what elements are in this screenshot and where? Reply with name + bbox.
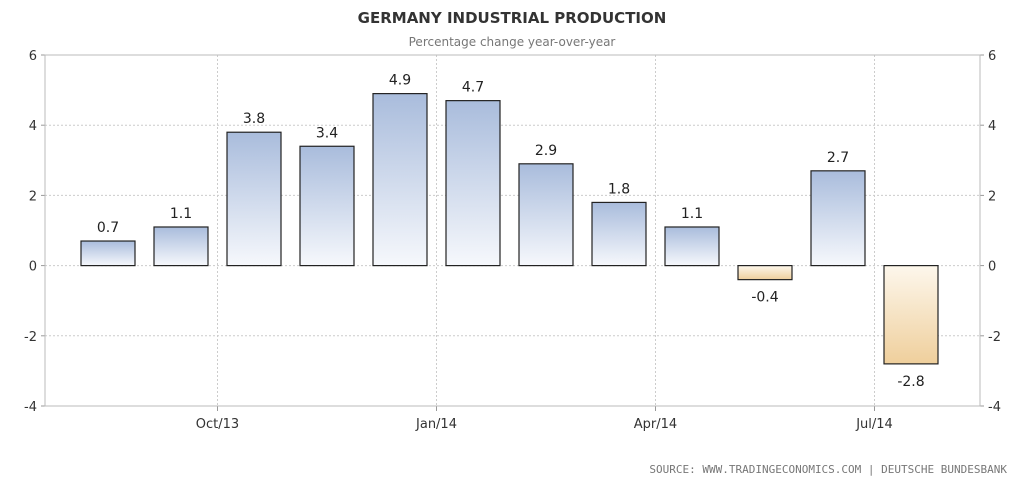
bar-jul-14 [810, 170, 866, 267]
y-tick-label-left: 0 [29, 260, 37, 275]
x-axis: Oct/13 Jan/14 Apr/14 Jul/14 [196, 406, 893, 432]
y-tick-label-left: -4 [24, 400, 37, 415]
y-axis-left: 6 4 2 0 -2 -4 [24, 49, 45, 415]
y-tick-label-left: 2 [29, 189, 37, 204]
bars [80, 93, 939, 365]
data-label: 3.4 [316, 125, 338, 141]
data-label: -2.8 [897, 374, 924, 390]
bar-feb-14 [445, 100, 501, 267]
bar-mar-14 [518, 163, 574, 267]
data-label: 2.9 [535, 143, 557, 159]
x-tick-label: Oct/13 [196, 417, 239, 432]
x-tick-label: Jul/14 [855, 417, 893, 432]
x-tick-label: Jan/14 [415, 417, 457, 432]
data-label: -0.4 [751, 290, 778, 306]
plot-frame [44, 54, 981, 407]
y-tick-label-right: 0 [988, 260, 996, 275]
y-tick-label-left: 4 [29, 119, 37, 134]
y-tick-label-left: -2 [24, 330, 37, 345]
bar-apr-14 [591, 201, 647, 267]
gridlines [45, 54, 980, 407]
bar-jun-14 [737, 265, 793, 281]
bar-jan-14 [372, 93, 428, 267]
bar-sep-13 [80, 240, 136, 267]
bar-may-14 [664, 226, 720, 267]
y-tick-label-right: 2 [988, 189, 996, 204]
data-label: 1.8 [608, 181, 630, 197]
y-tick-label-right: 4 [988, 119, 996, 134]
data-labels: 0.7 1.1 3.8 3.4 4.9 4.7 2.9 1.8 1.1 -0.4 2.7 -2.8 [97, 73, 925, 390]
data-label: 4.9 [389, 73, 411, 89]
chart-title: GERMANY INDUSTRIAL PRODUCTION [358, 9, 667, 27]
data-label: 2.7 [827, 150, 849, 166]
data-label: 0.7 [97, 220, 119, 236]
bar-oct-13 [153, 226, 209, 267]
x-tick-label: Apr/14 [634, 417, 677, 432]
bar-dec-13 [299, 145, 355, 267]
chart-subtitle: Percentage change year-over-year [409, 35, 616, 49]
bar-nov-13 [226, 131, 282, 267]
y-tick-label-right: -4 [988, 400, 1001, 415]
y-axis-right: 6 4 2 0 -2 -4 [980, 49, 1001, 415]
data-label: 3.8 [243, 111, 265, 127]
y-tick-label-right: 6 [988, 49, 996, 64]
bar-aug-14 [883, 265, 939, 365]
data-label: 1.1 [681, 206, 703, 222]
data-label: 1.1 [170, 206, 192, 222]
y-tick-label-right: -2 [988, 330, 1001, 345]
data-label: 4.7 [462, 80, 484, 96]
y-tick-label-left: 6 [29, 49, 37, 64]
source-note: SOURCE: WWW.TRADINGECONOMICS.COM | DEUTS… [649, 463, 1007, 476]
